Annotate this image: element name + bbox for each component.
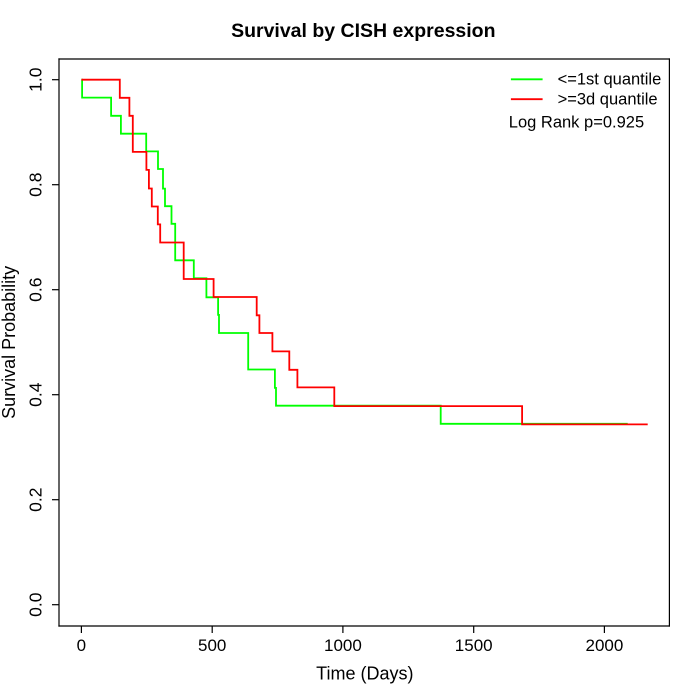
svg-text:1500: 1500 bbox=[455, 636, 493, 655]
svg-text:0.8: 0.8 bbox=[26, 173, 46, 197]
svg-text:Log Rank p=0.925: Log Rank p=0.925 bbox=[509, 114, 644, 132]
svg-text:0.0: 0.0 bbox=[26, 592, 46, 617]
svg-text:1.0: 1.0 bbox=[26, 67, 46, 92]
svg-text:Survival by CISH expression: Survival by CISH expression bbox=[231, 20, 495, 42]
svg-text:<=1st quantile: <=1st quantile bbox=[558, 71, 662, 89]
svg-text:1000: 1000 bbox=[324, 636, 362, 655]
svg-text:>=3d quantile: >=3d quantile bbox=[558, 91, 658, 109]
svg-text:0.2: 0.2 bbox=[26, 488, 46, 512]
svg-text:Survival Probability: Survival Probability bbox=[0, 266, 19, 419]
svg-text:2000: 2000 bbox=[585, 636, 623, 655]
svg-text:0.6: 0.6 bbox=[26, 278, 46, 302]
svg-text:500: 500 bbox=[198, 636, 226, 655]
svg-text:Time (Days): Time (Days) bbox=[316, 664, 413, 684]
svg-text:0.4: 0.4 bbox=[26, 382, 46, 407]
svg-text:0: 0 bbox=[77, 636, 86, 655]
